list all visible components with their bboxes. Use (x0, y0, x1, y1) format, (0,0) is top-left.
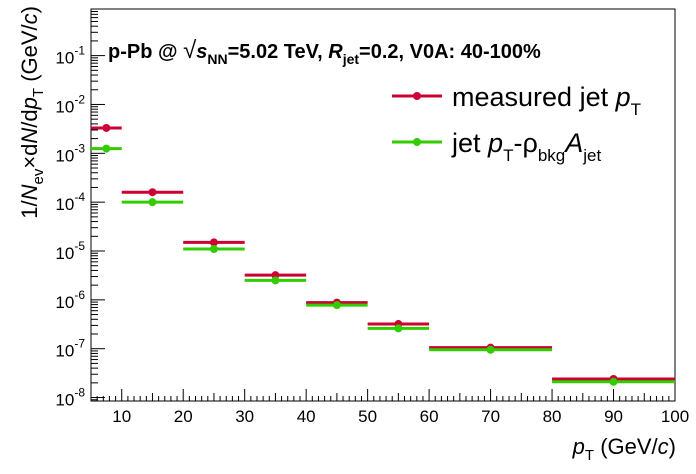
y-tick-label: 10-8 (55, 386, 85, 410)
legend-label-subtracted: jet pT-ρbkgAjet (451, 128, 601, 165)
y-tick-label: 10-7 (55, 337, 85, 361)
x-tick-label: 30 (235, 407, 254, 426)
data-point (486, 345, 495, 354)
data-point (148, 198, 157, 207)
data-point (609, 377, 618, 386)
legend-entry-subtracted: jet pT-ρbkgAjet (392, 128, 601, 165)
data-point (394, 324, 403, 333)
data-point (148, 188, 157, 197)
y-axis-title: 1/Nev×dN/dpT (GeV/c) (17, 6, 47, 219)
x-tick-label: 60 (420, 407, 439, 426)
y-axis-ticks: 10-8 10-7 10-6 10-5 10-4 10-3 10-2 10-1 (55, 8, 105, 410)
legend-label-measured: measured jet pT (452, 82, 641, 119)
x-tick-label: 70 (481, 407, 500, 426)
x-tick-label: 100 (661, 407, 689, 426)
y-tick-label: 10-4 (55, 190, 85, 214)
x-tick-label: 10 (112, 407, 131, 426)
data-marks (91, 123, 675, 386)
x-tick-label: 50 (358, 407, 377, 426)
x-axis-ticks: 10 20 30 40 50 60 70 80 90 100 (90, 389, 689, 426)
y-tick-label: 10-3 (55, 141, 85, 165)
data-point (332, 301, 341, 310)
x-tick-label: 90 (604, 407, 623, 426)
chart-title: p-Pb @ √sNN=5.02 TeV, Rjet=0.2, V0A: 40-… (108, 37, 541, 67)
data-point (102, 123, 111, 132)
x-tick-label: 20 (174, 407, 193, 426)
x-tick-label: 40 (297, 407, 316, 426)
plot-frame (90, 8, 676, 402)
x-tick-label: 80 (543, 407, 562, 426)
data-point (209, 244, 218, 253)
y-tick-label: 10-5 (55, 239, 85, 263)
legend-entry-measured: measured jet pT (392, 82, 641, 119)
y-tick-label: 10-6 (55, 288, 85, 312)
data-point (271, 276, 280, 285)
legend-marker-subtracted (413, 138, 421, 146)
legend: measured jet pT jet pT-ρbkgAjet (392, 82, 641, 165)
data-point (102, 144, 111, 153)
x-axis-title: pT (GeV/c) (572, 434, 676, 464)
series-1 (91, 144, 675, 386)
y-tick-label: 10-2 (55, 92, 85, 116)
legend-marker-measured (413, 92, 421, 100)
data-point (209, 238, 218, 247)
y-tick-label: 10-1 (55, 44, 85, 68)
